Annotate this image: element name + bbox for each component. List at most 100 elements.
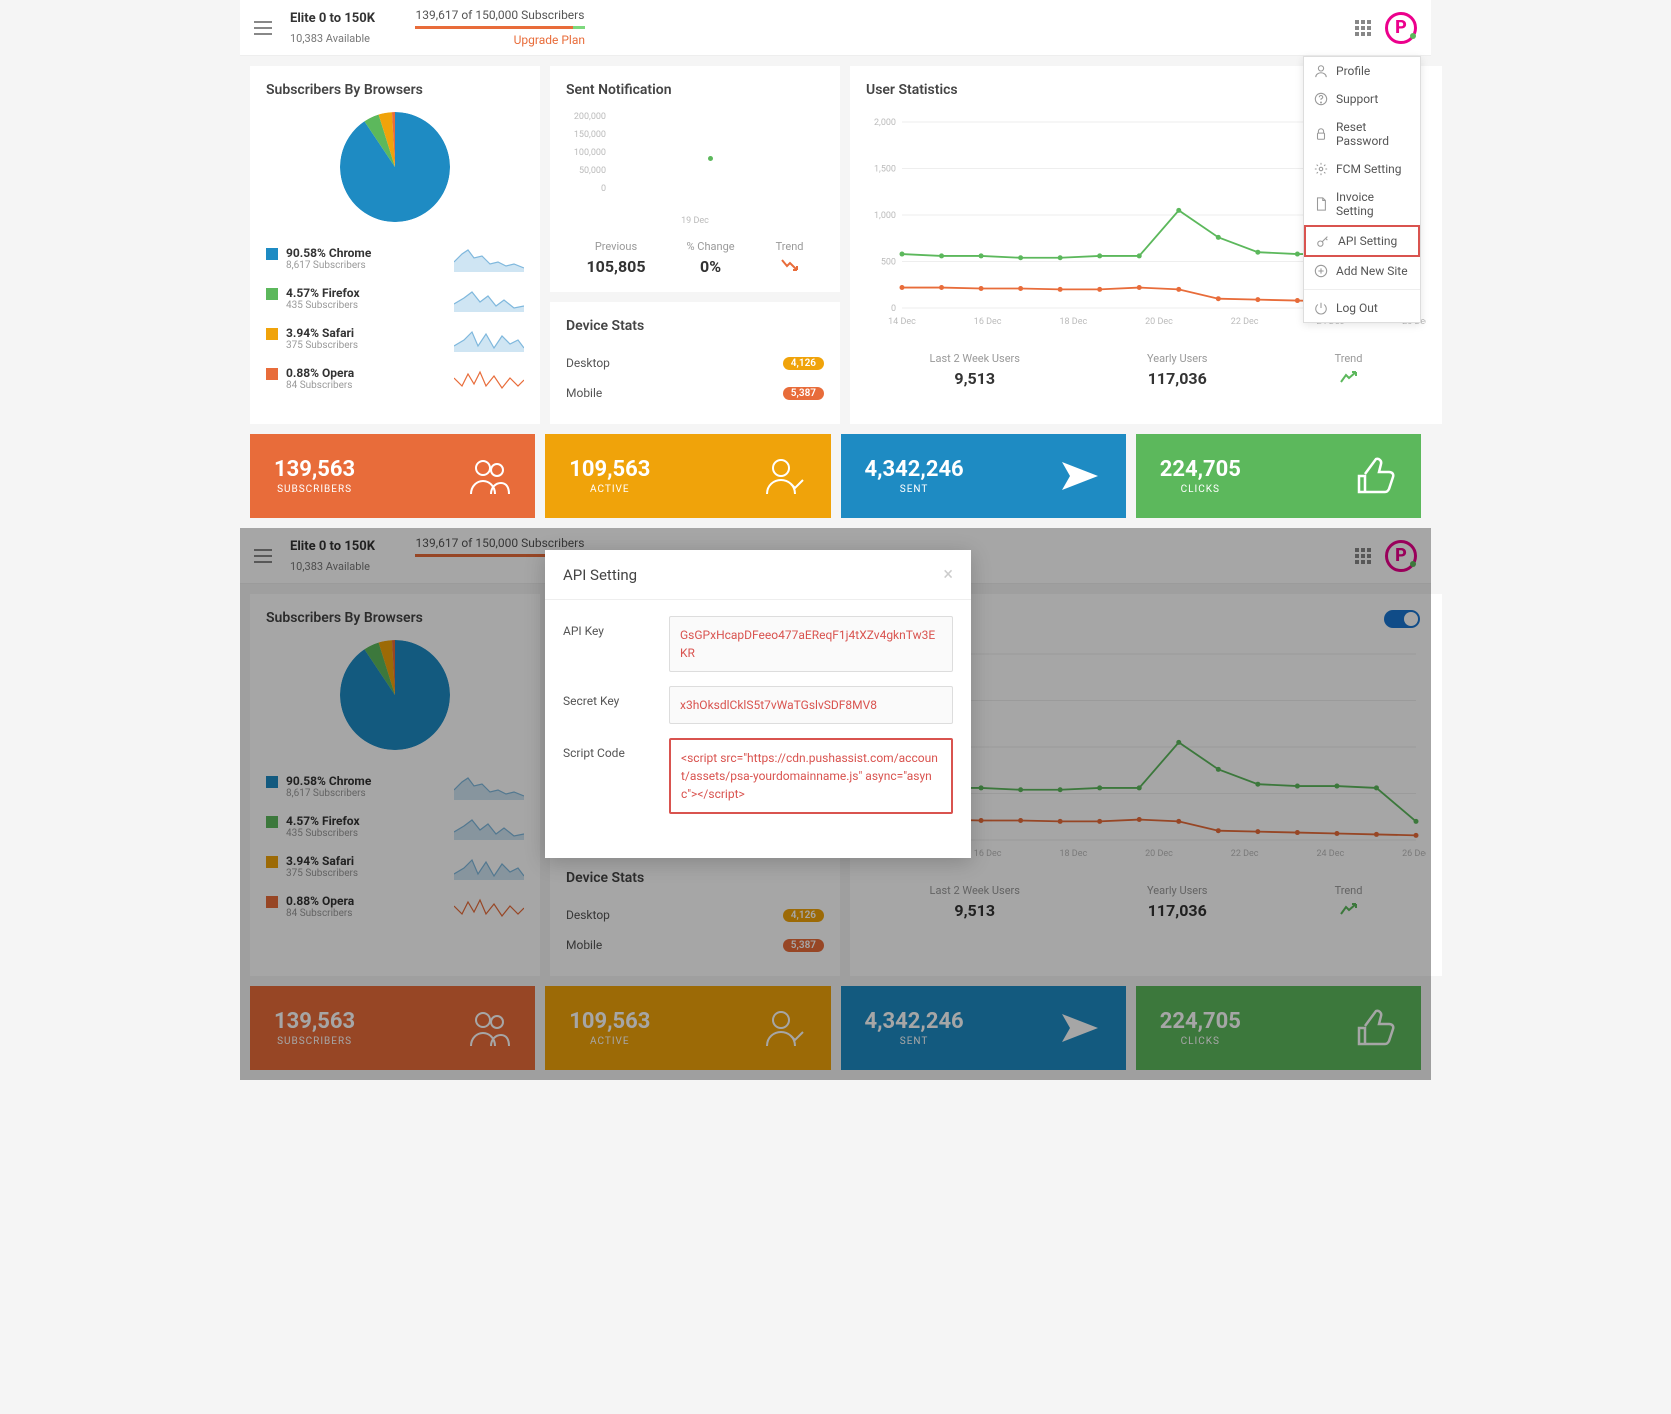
tile-active[interactable]: 109,563ACTIVE: [545, 434, 830, 518]
browsers-title: Subscribers By Browsers: [266, 82, 524, 98]
tile-subscribers[interactable]: 139,563SUBSCRIBERS: [250, 434, 535, 518]
svg-text:0: 0: [891, 304, 896, 314]
send-icon: [1058, 454, 1102, 498]
legend-subscribers: 84 Subscribers: [286, 380, 354, 391]
tile-label: SUBSCRIBERS: [274, 484, 355, 495]
plus-icon: [1314, 264, 1328, 278]
dropdown-item-api-setting[interactable]: API Setting: [1304, 225, 1420, 257]
api-key-label: API Key: [563, 616, 653, 638]
sent-mini-chart: 19 Dec 200,000150,000100,00050,0000: [566, 112, 824, 212]
summary-tiles: 139,563SUBSCRIBERS109,563ACTIVE4,342,246…: [250, 434, 1421, 518]
dropdown-item-fcm-setting[interactable]: FCM Setting: [1304, 155, 1420, 183]
svg-text:14 Dec: 14 Dec: [888, 317, 916, 327]
legend-swatch: [266, 328, 278, 340]
svg-text:22 Dec: 22 Dec: [1231, 317, 1259, 327]
device-row: Mobile5,387: [566, 378, 824, 408]
thumb-icon: [1353, 454, 1397, 498]
key-icon: [1316, 234, 1330, 248]
legend-percent: 0.88% Opera: [286, 366, 354, 380]
tile-number: 4,342,246: [865, 457, 964, 482]
device-rows: Desktop 4,126 Mobile5,387: [566, 348, 824, 408]
users-icon: [467, 454, 511, 498]
sent-title: Sent Notification: [566, 82, 824, 98]
last-2-weeks: Last 2 Week Users9,513: [930, 352, 1020, 388]
help-icon: [1314, 92, 1328, 106]
dropdown-item-add-new-site[interactable]: Add New Site: [1304, 257, 1420, 285]
script-code-field[interactable]: <script src="https://cdn.pushassist.com/…: [669, 738, 953, 814]
legend-subscribers: 8,617 Subscribers: [286, 260, 371, 271]
lock-icon: [1314, 127, 1328, 141]
progress-fill: [415, 26, 573, 29]
dashboard-body: Subscribers By Browsers 90.58% Chrome8,6…: [240, 56, 1431, 528]
device-row: Desktop 4,126: [566, 348, 824, 378]
api-setting-modal: API Setting × API Key GsGPxHcapDFeeo477a…: [545, 550, 971, 858]
dropdown-divider: [1304, 289, 1420, 290]
user-stats-summary: Last 2 Week Users9,513 Yearly Users117,0…: [866, 352, 1426, 388]
svg-text:20 Dec: 20 Dec: [1145, 317, 1173, 327]
dropdown-item-logout[interactable]: Log Out: [1304, 294, 1420, 322]
sparkline: [454, 244, 524, 272]
sparkline: [454, 284, 524, 312]
user-icon: [1314, 64, 1328, 78]
legend-row: 0.88% Opera84 Subscribers: [266, 358, 524, 398]
secret-key-field[interactable]: x3hOksdlCklS5t7vWaTGslvSDF8MV8: [669, 686, 953, 724]
device-label: Desktop: [566, 356, 610, 370]
trend-up-icon: [1335, 369, 1363, 388]
device-badge: 5,387: [783, 387, 824, 400]
modal-header: API Setting ×: [545, 550, 971, 600]
y-axis-label: 50,000: [566, 166, 606, 176]
dropdown-item-invoice-setting[interactable]: Invoice Setting: [1304, 183, 1420, 225]
svg-text:1,500: 1,500: [874, 165, 896, 175]
device-card: Device Stats Desktop4,126Mobile5,387: [550, 302, 840, 424]
svg-text:1,000: 1,000: [874, 211, 896, 221]
tile-clicks[interactable]: 224,705CLICKS: [1136, 434, 1421, 518]
legend-percent: 4.57% Firefox: [286, 286, 360, 300]
pie-wrap: [266, 112, 524, 222]
sent-card: Sent Notification 19 Dec 200,000150,0001…: [550, 66, 840, 292]
close-icon[interactable]: ×: [943, 564, 953, 585]
topbar: Elite 0 to 150K 10,383 Available 139,617…: [240, 0, 1431, 56]
subscriber-count: 139,617 of 150,000 Subscribers: [415, 8, 585, 22]
device-badge: 4,126: [783, 357, 824, 370]
dropdown-item-profile[interactable]: Profile: [1304, 57, 1420, 85]
upgrade-plan-link[interactable]: Upgrade Plan: [415, 33, 585, 47]
menu-icon[interactable]: [254, 21, 272, 35]
plan-available: 10,383 Available: [290, 32, 375, 45]
modal-title: API Setting: [563, 566, 637, 584]
trend-down-icon: [776, 257, 804, 276]
status-dot: [1410, 33, 1416, 39]
topbar-right: P: [1355, 12, 1417, 44]
legend-row: 4.57% Firefox435 Subscribers: [266, 278, 524, 318]
stat-trend: Trend: [776, 240, 804, 276]
tile-sent[interactable]: 4,342,246 SENT: [841, 434, 1126, 518]
legend-subscribers: 435 Subscribers: [286, 300, 360, 311]
api-key-row: API Key GsGPxHcapDFeeo477aEReqF1j4tXZv4g…: [563, 616, 953, 672]
secret-key-label: Secret Key: [563, 686, 653, 708]
dropdown-item-support[interactable]: Support: [1304, 85, 1420, 113]
svg-text:500: 500: [881, 258, 896, 268]
profile-dropdown: ProfileSupportReset PasswordFCM SettingI…: [1303, 56, 1421, 323]
logo-avatar[interactable]: P: [1385, 12, 1417, 44]
svg-text:18 Dec: 18 Dec: [1059, 317, 1087, 327]
y-axis-label: 100,000: [566, 148, 606, 158]
tile-number: 109,563: [569, 457, 650, 482]
stat-change: % Change0%: [687, 240, 735, 276]
browsers-card: Subscribers By Browsers 90.58% Chrome8,6…: [250, 66, 540, 424]
script-code-label: Script Code: [563, 738, 653, 760]
legend-subscribers: 375 Subscribers: [286, 340, 358, 351]
gear-icon: [1314, 162, 1328, 176]
apps-icon[interactable]: [1355, 20, 1371, 36]
legend-swatch: [266, 248, 278, 260]
row-1: Subscribers By Browsers 90.58% Chrome8,6…: [250, 66, 1421, 424]
api-key-field[interactable]: GsGPxHcapDFeeo477aEReqF1j4tXZv4gknTw3EKR: [669, 616, 953, 672]
sparkline: [454, 324, 524, 352]
progress-remaining: [573, 26, 585, 29]
plan-block: Elite 0 to 150K 10,383 Available: [290, 11, 375, 45]
screenshot-1: Elite 0 to 150K 10,383 Available 139,617…: [240, 0, 1431, 528]
subscriber-header: 139,617 of 150,000 Subscribers Upgrade P…: [375, 8, 585, 47]
svg-text:16 Dec: 16 Dec: [974, 317, 1002, 327]
user-check-icon: [763, 454, 807, 498]
dropdown-item-reset-password[interactable]: Reset Password: [1304, 113, 1420, 155]
pie-chart: [340, 112, 450, 222]
tile-label: SENT: [865, 484, 964, 495]
